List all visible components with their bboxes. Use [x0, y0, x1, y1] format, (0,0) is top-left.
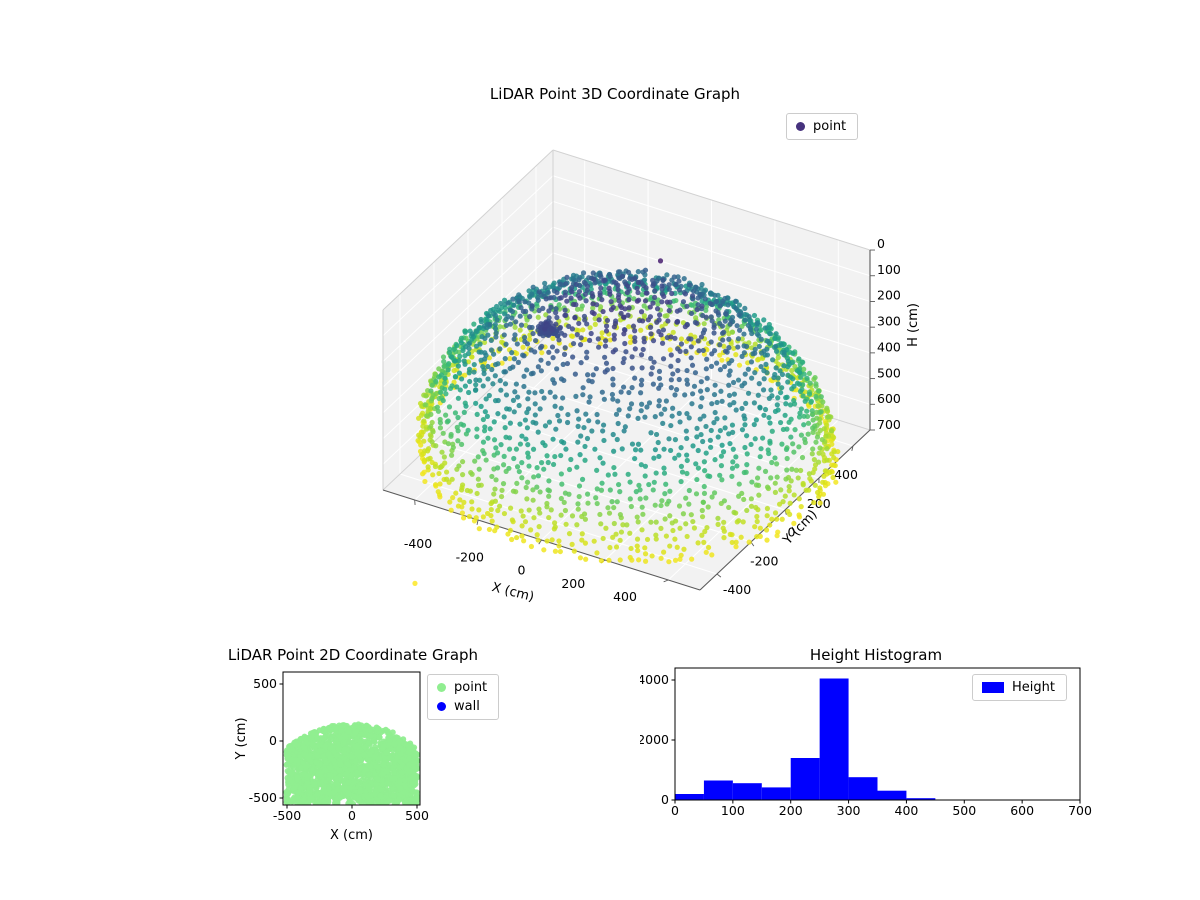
histogram-legend-label: Height [1012, 680, 1055, 695]
2d-legend-label-point: point [454, 680, 488, 695]
3d-legend-label: point [813, 119, 847, 134]
point-marker-icon [437, 683, 446, 692]
2d-legend: point wall [427, 674, 500, 720]
point-marker-icon [796, 122, 805, 131]
histogram-legend-entry-height: Height [982, 680, 1055, 695]
3d-chart-title: LiDAR Point 3D Coordinate Graph [489, 85, 741, 103]
height-patch-icon [982, 682, 1004, 693]
3d-scatter-canvas [280, 140, 960, 655]
3d-legend: point [786, 113, 859, 140]
2d-legend-entry-wall: wall [437, 699, 487, 714]
2d-legend-label-wall: wall [454, 699, 480, 714]
wall-marker-icon [437, 702, 446, 711]
2d-legend-entry-point: point [437, 680, 487, 695]
3d-legend-entry-point: point [796, 119, 846, 134]
histogram-legend: Height [972, 674, 1067, 701]
